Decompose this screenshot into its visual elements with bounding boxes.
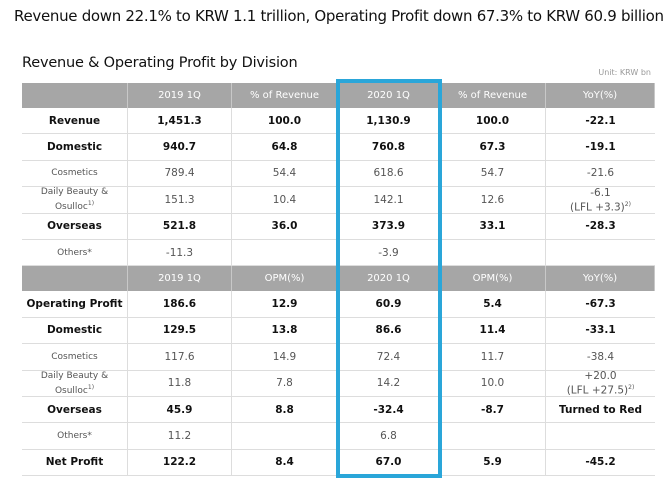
table-cell: 521.8 (128, 213, 232, 239)
table-cell: -11.3 (128, 240, 232, 266)
table-cell: 2019 1Q (128, 266, 232, 292)
table-cell: 14.9 (232, 344, 338, 370)
table-cell: 10.0 (440, 370, 546, 396)
table-cell: OPM(%) (232, 266, 338, 292)
table-cell: 12.6 (440, 187, 546, 213)
headline: Revenue down 22.1% to KRW 1.1 trillion, … (14, 7, 664, 25)
table-cell: 11.8 (128, 370, 232, 396)
table-cell: OPM(%) (440, 266, 546, 292)
table-cell (232, 423, 338, 449)
table-cell: Domestic (22, 317, 128, 344)
unit-note: Unit: KRW bn (598, 68, 651, 77)
table-cell: 1,451.3 (128, 108, 232, 134)
table-cell: Others* (22, 423, 128, 449)
cell-line: Daily Beauty & Osulloc1) (22, 186, 127, 213)
footnote-mark: 2) (624, 200, 631, 208)
footnote-mark: 1) (87, 383, 95, 391)
table-cell: -45.2 (585, 456, 616, 469)
table-cell: 5.9 (440, 449, 546, 476)
table-cell (546, 240, 655, 265)
table-cell: Domestic (22, 134, 128, 160)
table-cell: 940.7 (128, 134, 232, 160)
cell-line: Daily Beauty & Osulloc1) (22, 370, 127, 397)
section-title: Revenue & Operating Profit by Division (22, 55, 298, 71)
table-cell: 7.8 (232, 370, 338, 396)
table-cell (22, 266, 128, 292)
table-cell (546, 423, 655, 448)
table-cell: 2019 1Q (128, 83, 232, 108)
cell-text: Daily Beauty & Osulloc (40, 187, 109, 213)
table-cell (440, 423, 546, 449)
table-cell: % of Revenue (440, 83, 546, 108)
table-cell (232, 240, 338, 266)
cell-text: +20.0 (584, 370, 617, 383)
table-cell: 10.4 (232, 187, 338, 213)
table-cell: 64.8 (232, 134, 338, 160)
table-cell: 117.6 (128, 344, 232, 370)
table-cell: -67.3 (585, 298, 616, 311)
cell-text: -6.1 (590, 186, 611, 199)
table-cell: -19.1 (585, 141, 616, 154)
highlight-box (336, 79, 442, 478)
table-cell: 67.3 (440, 134, 546, 160)
table-cell: -28.3 (585, 220, 616, 233)
table-cell: 186.6 (128, 291, 232, 317)
cell-text: (LFL +3.3) (570, 201, 625, 214)
table-cell: Overseas (22, 397, 128, 423)
table-cell: YoY(%) (546, 266, 655, 292)
table-row: Daily Beauty & Osulloc1) 151.3 10.4 142.1 12… (22, 186, 655, 214)
cell-line: (LFL +27.5)2) (567, 382, 635, 397)
table-cell: 151.3 (128, 187, 232, 213)
table-cell: 100.0 (440, 108, 546, 134)
table-cell: 8.4 (232, 449, 338, 476)
table-cell: 11.2 (128, 423, 232, 449)
table-cell: 33.1 (440, 213, 546, 239)
table-cell: Overseas (22, 213, 128, 239)
table-cell: Daily Beauty & Osulloc1) (22, 370, 128, 397)
table-cell: -38.4 (586, 350, 615, 363)
table-cell: 13.8 (232, 317, 338, 344)
table-cell: -22.1 (585, 114, 616, 127)
table-cell: 54.7 (440, 160, 546, 187)
table-cell (440, 240, 546, 266)
table-cell: 8.8 (232, 397, 338, 423)
cell-text: Daily Beauty & Osulloc (40, 370, 109, 396)
cell-line: (LFL +3.3)2) (570, 199, 631, 214)
table-cell: 36.0 (232, 213, 338, 239)
table-cell: Daily Beauty & Osulloc1) (22, 186, 128, 213)
table-cell: Cosmetics (22, 160, 128, 187)
cell-line: -6.1 (590, 187, 611, 199)
table-cell: -21.6 (586, 167, 615, 180)
table-cell: -33.1 (585, 324, 616, 337)
table-cell: 54.4 (232, 160, 338, 187)
table-cell: Net Profit (22, 449, 128, 476)
table-cell: Others* (22, 240, 128, 266)
table-cell: 11.7 (440, 344, 546, 370)
table-cell: 122.2 (128, 449, 232, 476)
footnote-mark: 1) (87, 200, 95, 208)
table-cell: % of Revenue (232, 83, 338, 108)
cell-text: (LFL +27.5) (566, 384, 629, 397)
table-cell: 12.9 (232, 291, 338, 317)
cell-line: +20.0 (584, 370, 616, 382)
table-cell: 129.5 (128, 317, 232, 344)
table-cell (22, 83, 128, 108)
table-cell: YoY(%) (546, 83, 655, 108)
table-cell: Revenue (22, 108, 128, 134)
table-cell: Operating Profit (22, 291, 128, 317)
table-cell: 45.9 (128, 397, 232, 423)
table-cell: -8.7 (440, 397, 546, 423)
table-cell: 5.4 (440, 291, 546, 317)
footnote-mark: 2) (628, 384, 635, 392)
table-cell: 100.0 (232, 108, 338, 134)
table-cell: 789.4 (128, 160, 232, 187)
table-cell: 11.4 (440, 317, 546, 344)
table-cell: Turned to Red (558, 403, 643, 416)
table-cell: -6.1 (LFL +3.3)2) (546, 187, 655, 214)
table-cell: +20.0 (LFL +27.5)2) (546, 370, 655, 397)
table-cell: Cosmetics (22, 344, 128, 370)
